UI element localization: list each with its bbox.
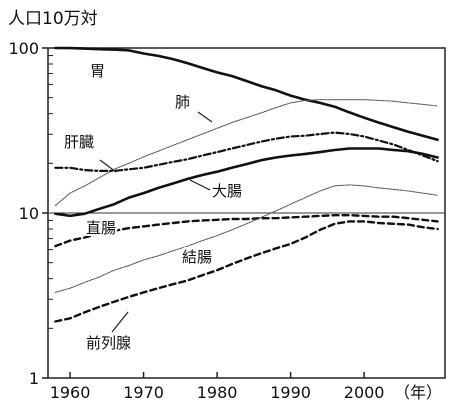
series-line-5 — [54, 184, 439, 293]
series-label: 前列腺 — [86, 334, 131, 352]
x-tick-label: 2000 — [344, 383, 385, 402]
x-tick-label: 1980 — [197, 383, 238, 402]
y-axis-unit-label: 人口10万対 — [8, 9, 98, 29]
x-tick-label: 1960 — [50, 383, 91, 402]
y-tick-label: 10 — [19, 204, 39, 223]
series-line-2 — [54, 131, 439, 172]
x-tick-label: 1970 — [123, 383, 164, 402]
series-line-6 — [54, 220, 439, 323]
series-label: 直腸 — [86, 219, 116, 237]
series-line-1 — [54, 99, 439, 207]
series-label: 大腸 — [212, 182, 242, 200]
series-line-3 — [54, 147, 439, 218]
x-axis-unit-label: （年） — [394, 383, 442, 402]
series-label: 胃 — [90, 62, 105, 80]
y-tick-label: 1 — [29, 369, 39, 388]
y-tick-label: 100 — [8, 39, 39, 58]
series-label: 結腸 — [182, 248, 212, 266]
series-line-0 — [54, 46, 439, 141]
series-label-leader — [99, 159, 117, 173]
x-tick-label: 1990 — [270, 383, 311, 402]
series-line-4 — [54, 213, 439, 248]
series-label-leader — [197, 111, 213, 123]
series-label: 肺 — [175, 93, 190, 111]
series-label-leader — [111, 311, 129, 333]
series-label: 肝臓 — [64, 133, 94, 151]
series-label-leader — [189, 179, 211, 191]
